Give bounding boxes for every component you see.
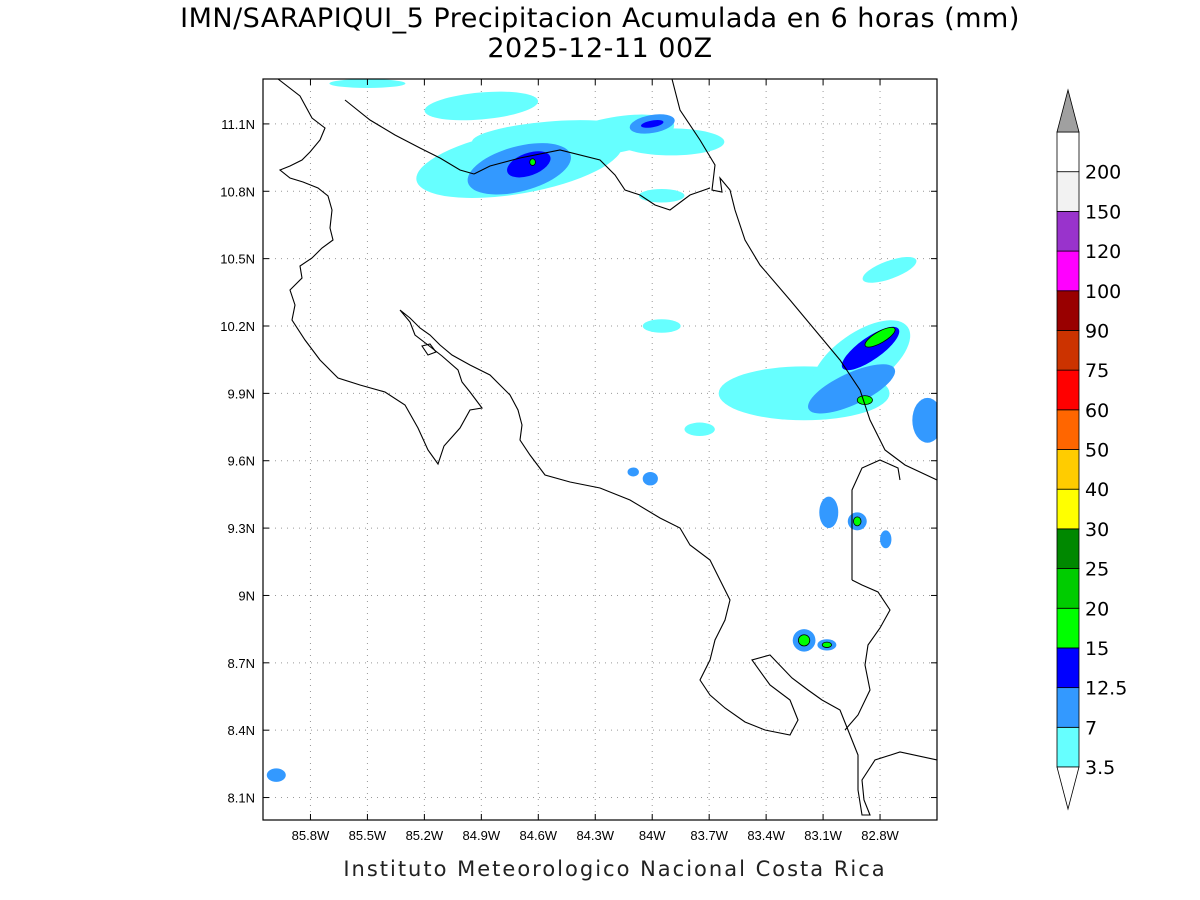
colorbar-bin — [1056, 488, 1080, 530]
lon-tick-label: 82.8W — [861, 828, 899, 843]
lat-tick-label: 9.3N — [228, 521, 255, 536]
colorbar-top-arrow — [1056, 88, 1080, 133]
colorbar-bin — [1056, 528, 1080, 569]
colorbar-label: 12.5 — [1085, 678, 1127, 700]
precip-cell — [507, 151, 551, 178]
lat-tick-label: 10.2N — [220, 319, 255, 334]
lat-tick-label: 8.7N — [228, 656, 255, 671]
lon-tick-label: 85.2W — [406, 828, 444, 843]
colorbar-label: 3.5 — [1085, 757, 1115, 779]
colorbar-bin — [1056, 171, 1080, 212]
map-footer: Instituto Meteorologico Nacional Costa R… — [343, 857, 887, 881]
precip-cell — [819, 496, 839, 529]
lat-tick-label: 9N — [238, 588, 255, 603]
precip-cell — [880, 530, 892, 549]
precip-cell — [638, 189, 685, 203]
lon-tick-label: 85.8W — [292, 828, 330, 843]
colorbar-bin — [1056, 369, 1080, 411]
precip-cell — [684, 422, 715, 437]
colorbar-label: 50 — [1085, 440, 1109, 462]
lat-tick-label: 10.5N — [220, 252, 255, 267]
lat-tick-label: 8.1N — [228, 791, 255, 806]
lat-tick-label: 10.8N — [220, 184, 255, 199]
lake-nicaragua-shore — [344, 99, 475, 175]
map-valid-time: 2025-12-11 00Z — [487, 33, 713, 64]
precip-cell — [424, 91, 539, 121]
colorbar-label: 15 — [1085, 638, 1109, 660]
colorbar-label: 200 — [1085, 162, 1121, 184]
colorbar-bin — [1056, 726, 1080, 768]
island-outline — [421, 343, 437, 356]
colorbar-bin — [1056, 607, 1080, 649]
colorbar: 3.5 7 12.5 15 20 25 30 40 50 60 75 90 100 120 150 200 — [1056, 88, 1127, 811]
precip-cell — [529, 158, 536, 166]
precip-cell — [798, 634, 811, 647]
axis-ticks: 85.8W 85.5W 85.2W 84.9W 84.6W 84.3W 84W 83.7W 83… — [220, 79, 937, 843]
lon-tick-label: 84.3W — [576, 828, 614, 843]
colorbar-label: 90 — [1085, 320, 1109, 342]
lat-tick-label: 9.6N — [228, 454, 255, 469]
precip-cell — [862, 256, 917, 283]
colorbar-label: 75 — [1085, 360, 1109, 382]
precip-cell — [640, 120, 664, 128]
pacific-coastline — [277, 79, 937, 816]
colorbar-label: 120 — [1085, 241, 1121, 263]
colorbar-label: 60 — [1085, 400, 1109, 422]
lat-tick-label: 9.9N — [228, 386, 255, 401]
lat-tick-label: 11.1N — [221, 117, 255, 132]
map-frame — [262, 78, 938, 821]
precip-cell — [853, 516, 862, 527]
colorbar-label: 40 — [1085, 479, 1109, 501]
colorbar-bottom-arrow — [1056, 766, 1080, 811]
precip-cell — [808, 364, 896, 414]
precip-cell — [864, 326, 896, 348]
lon-tick-label: 83.4W — [747, 828, 785, 843]
panama-border-south — [844, 579, 891, 731]
precipitation-field — [266, 79, 937, 782]
lon-tick-label: 83.7W — [690, 828, 728, 843]
nicaragua-border — [473, 149, 711, 211]
colorbar-label: 7 — [1085, 717, 1097, 739]
colorbar-bin — [1056, 687, 1080, 728]
lon-tick-label: 84.6W — [520, 828, 558, 843]
colorbar-label: 150 — [1085, 201, 1121, 223]
colorbar-label: 100 — [1085, 281, 1121, 303]
lon-tick-label: 85.5W — [349, 828, 387, 843]
colorbar-bin — [1056, 290, 1080, 331]
map-background — [263, 79, 937, 820]
precip-cell — [618, 128, 725, 156]
map-title: IMN/SARAPIQUI_5 Precipitacion Acumulada … — [180, 3, 1020, 34]
precip-cell — [642, 319, 681, 333]
lat-tick-label: 8.4N — [228, 723, 255, 738]
precip-cell — [821, 641, 833, 648]
lon-tick-label: 84W — [639, 828, 666, 843]
precip-cell — [266, 768, 286, 782]
panama-border — [851, 459, 901, 580]
lon-tick-label: 84.9W — [463, 828, 501, 843]
colorbar-bin — [1056, 647, 1080, 689]
colorbar-bin — [1056, 449, 1080, 490]
lon-tick-label: 83.1W — [804, 828, 842, 843]
coastlines-and-borders — [277, 79, 937, 816]
colorbar-label: 30 — [1085, 519, 1109, 541]
colorbar-bin — [1056, 250, 1080, 292]
colorbar-bin — [1056, 131, 1080, 173]
colorbar-bin — [1056, 409, 1080, 450]
precip-cell — [642, 471, 658, 486]
colorbar-bin — [1056, 210, 1080, 252]
colorbar-bin — [1056, 330, 1080, 371]
colorbar-label: 25 — [1085, 559, 1109, 581]
colorbar-bin — [1056, 568, 1080, 609]
caribbean-coastline — [671, 79, 937, 481]
colorbar-label: 20 — [1085, 598, 1109, 620]
precip-cell — [627, 467, 639, 477]
precip-cell — [912, 397, 937, 443]
